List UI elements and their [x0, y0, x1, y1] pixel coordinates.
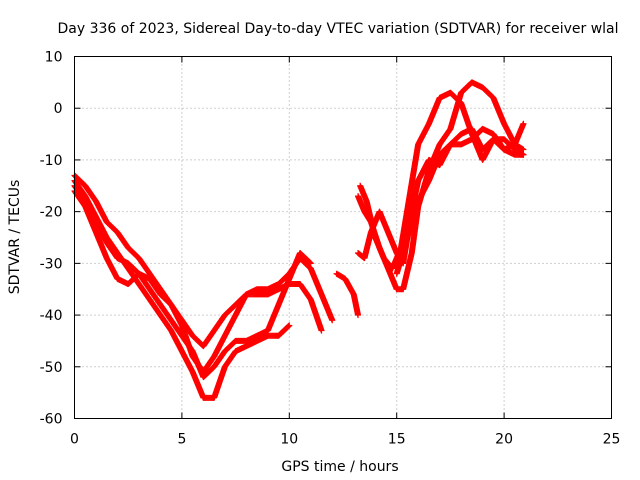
series-4	[333, 270, 362, 319]
data-point	[520, 151, 527, 158]
x-axis-label: GPS time / hours	[281, 459, 398, 475]
data-point	[520, 120, 527, 127]
y-axis-label: SDTVAR / TECUs	[7, 180, 23, 295]
data-marks	[71, 79, 527, 401]
axis-ticks	[74, 56, 612, 419]
y-tick-label: -50	[40, 360, 63, 376]
x-tick-label: 10	[280, 432, 298, 448]
x-tick-label: 15	[388, 432, 406, 448]
x-tick-label: 5	[177, 432, 186, 448]
data-point	[520, 146, 527, 153]
grid	[74, 56, 612, 419]
data-point	[286, 322, 293, 329]
data-point	[318, 327, 325, 334]
series-5	[355, 79, 527, 293]
y-tick-label: -20	[40, 205, 63, 221]
data-point	[307, 260, 314, 267]
y-tick-label: -60	[40, 412, 63, 428]
x-tick-labels: 0 5 10 15 20 25	[70, 432, 620, 448]
series-3	[71, 187, 314, 381]
y-tick-label: 10	[45, 50, 63, 66]
y-tick-label: 0	[54, 101, 63, 117]
chart-title: Day 336 of 2023, Sidereal Day-to-day VTE…	[57, 21, 618, 37]
series-8	[393, 125, 527, 277]
y-tick-label: -40	[40, 308, 63, 324]
data-point	[355, 312, 362, 319]
x-tick-label: 20	[495, 432, 513, 448]
y-tick-label: -30	[40, 256, 63, 272]
x-tick-label: 0	[70, 432, 79, 448]
y-tick-labels: 10 0 -10 -20 -30 -40 -50 -60	[40, 50, 63, 428]
y-tick-label: -10	[40, 153, 63, 169]
plot-frame	[74, 56, 612, 419]
x-tick-label: 25	[603, 432, 621, 448]
data-point	[329, 317, 336, 324]
